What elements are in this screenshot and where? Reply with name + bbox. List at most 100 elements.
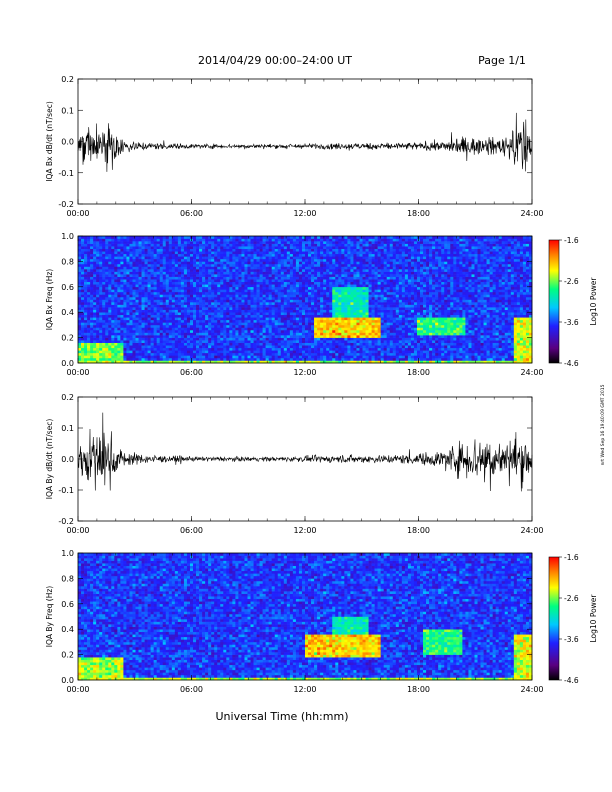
spectrogram-cell [96, 241, 100, 244]
spectrogram-cell [338, 251, 342, 255]
spectrogram-cell [229, 269, 233, 272]
spectrogram-cell [371, 327, 375, 331]
spectrogram-cell [235, 329, 239, 333]
spectrogram-cell [250, 236, 254, 239]
spectrogram-cell [165, 289, 170, 293]
spectrogram-cell [311, 322, 315, 326]
spectrogram-cell [274, 337, 279, 341]
spectrogram-cell [199, 332, 203, 336]
spectrogram-cell [308, 271, 312, 275]
spectrogram-cell [295, 347, 300, 351]
spectrogram-cell [205, 332, 209, 336]
spectrogram-cell [362, 236, 366, 239]
spectrogram-cell [283, 241, 288, 244]
spectrogram-cell [317, 307, 321, 310]
spectrogram-cell [250, 241, 254, 244]
spectrogram-cell [338, 327, 342, 331]
spectrogram-cell [262, 340, 266, 343]
spectrogram-cell [168, 266, 173, 270]
spectrogram-cell [189, 274, 194, 277]
spectrogram-cell [150, 314, 154, 318]
spectrogram-cell [214, 324, 218, 328]
spectrogram-cell [208, 324, 212, 328]
spectrogram-cell [274, 309, 279, 313]
spectrogram-cell [308, 238, 312, 242]
spectrogram-cell [159, 276, 164, 280]
spectrogram-cell [211, 269, 215, 272]
spectrogram-cell [353, 347, 357, 351]
spectrogram-cell [341, 345, 345, 349]
spectrogram-cell [253, 289, 257, 293]
spectrogram-cell [280, 279, 285, 283]
spectrogram-cell [199, 337, 203, 341]
spectrogram-cell [199, 296, 203, 300]
spectrogram-cell [341, 243, 345, 247]
spectrogram-cell [244, 355, 248, 359]
spectrogram-cell [129, 279, 133, 283]
spectrogram-cell [292, 352, 297, 356]
spectrogram-cell [208, 309, 212, 313]
spectrogram-cell [362, 291, 366, 295]
spectrogram-cell [262, 241, 266, 244]
spectrogram-cell [238, 238, 242, 242]
spectrogram-cell [168, 276, 173, 280]
spectrogram-cell [371, 238, 375, 242]
spectrogram-cell [156, 302, 161, 305]
spectrogram-cell [183, 302, 188, 305]
spectrogram-cell [156, 279, 161, 283]
spectrogram-cell [165, 286, 170, 290]
spectrogram-cell [208, 332, 212, 336]
spectrogram-cell [298, 248, 303, 252]
spectrogram-cell [332, 332, 336, 336]
spectrogram-cell [196, 347, 200, 351]
spectrogram-cell [99, 347, 103, 351]
spectrogram-cell [274, 340, 279, 343]
spectrogram-cell [96, 340, 100, 343]
spectrogram-cell [292, 238, 297, 242]
spectrogram-cell [362, 248, 366, 252]
spectrogram-cell [81, 337, 85, 341]
spectrogram-cell [329, 243, 333, 247]
spectrogram-cell [108, 352, 112, 356]
spectrogram-cell [326, 332, 330, 336]
spectrogram-cell [353, 266, 357, 270]
spectrogram-cell [171, 291, 176, 295]
spectrogram-cell [150, 337, 154, 341]
spectrogram-cell [365, 314, 369, 318]
spectrogram-cell [132, 322, 136, 326]
spectrogram-cell [338, 324, 342, 328]
spectrogram-cell [244, 307, 248, 310]
spectrogram-cell [229, 289, 233, 293]
spectrogram-cell [87, 294, 91, 298]
spectrogram-cell [87, 256, 91, 260]
spectrogram-cell [335, 314, 339, 318]
spectrogram-cell [186, 248, 191, 252]
spectrogram-cell [311, 327, 315, 331]
spectrogram-cell [268, 261, 273, 265]
spectrogram-cell [292, 357, 297, 361]
spectrogram-cell [244, 327, 248, 331]
spectrogram-cell [214, 289, 218, 293]
spectrogram-cell [262, 246, 266, 249]
spectrogram-cell [232, 258, 236, 262]
spectrogram-cell [214, 309, 218, 313]
spectrogram-cell [265, 319, 269, 323]
spectrogram-cell [305, 256, 309, 260]
spectrogram-cell [156, 286, 161, 290]
spectrogram-cell [156, 281, 161, 285]
spectrogram-cell [153, 253, 157, 257]
spectrogram-cell [235, 238, 239, 242]
spectrogram-cell [193, 332, 197, 336]
spectrogram-cell [347, 294, 351, 298]
spectrogram-cell [265, 302, 269, 305]
spectrogram-cell [344, 286, 348, 290]
spectrogram-cell [208, 352, 212, 356]
spectrogram-cell [174, 322, 179, 326]
spectrogram-cell [108, 289, 112, 293]
spectrogram-cell [268, 317, 273, 321]
spectrogram-cell [168, 329, 173, 333]
spectrogram-cell [90, 309, 94, 313]
spectrogram-cell [220, 304, 224, 308]
spectrogram-cell [335, 352, 339, 356]
spectrogram-cell [341, 266, 345, 270]
